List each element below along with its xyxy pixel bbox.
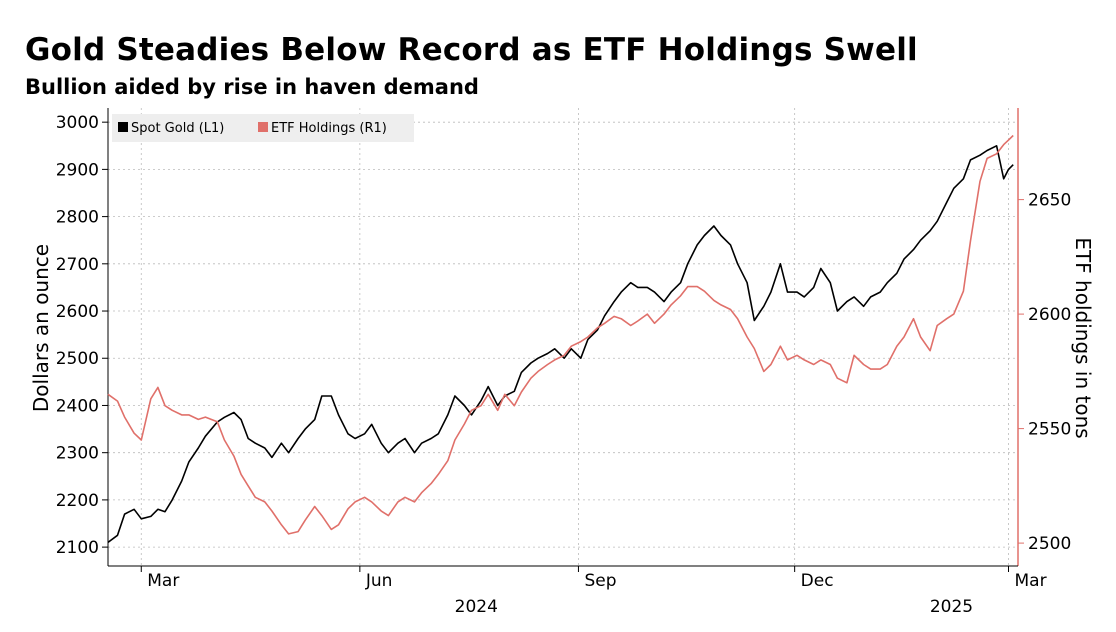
y-tick-label-left: 2300 bbox=[56, 444, 99, 464]
y-tick-label-right: 2500 bbox=[1028, 534, 1071, 554]
x-tick-label: Sep bbox=[584, 571, 616, 591]
legend-label-etf: ETF Holdings (R1) bbox=[271, 121, 387, 136]
grid-lines bbox=[108, 108, 1018, 566]
y-tick-label-right: 2550 bbox=[1028, 420, 1071, 440]
x-tick-label: Mar bbox=[147, 571, 179, 591]
axes: 2100 2200 2300 2400 2500 2600 2700 2800 2900 3000… bbox=[56, 108, 1071, 617]
y-tick-label-left: 2700 bbox=[56, 255, 99, 275]
y-tick-label-left: 3000 bbox=[56, 113, 99, 133]
y-tick-label-left: 2600 bbox=[56, 302, 99, 322]
y-tick-label-left: 2900 bbox=[56, 160, 99, 180]
series-line-spot-gold bbox=[107, 145, 1014, 544]
chart-subtitle: Bullion aided by rise in haven demand bbox=[25, 75, 479, 99]
y-tick-label-left: 2100 bbox=[56, 538, 99, 558]
x-tick-label: Mar bbox=[1014, 571, 1046, 591]
y-tick-label-left: 2200 bbox=[56, 491, 99, 511]
x-tick-label: Dec bbox=[801, 571, 834, 591]
y-tick-label-left: 2800 bbox=[56, 208, 99, 228]
x-tick-label: Jun bbox=[365, 571, 393, 591]
legend-swatch-etf bbox=[258, 122, 268, 132]
legend-swatch-gold bbox=[118, 122, 128, 132]
y-axis-label-right: ETF holdings in tons bbox=[1071, 237, 1095, 438]
legend: Spot Gold (L1) ETF Holdings (R1) bbox=[112, 114, 414, 142]
y-tick-label-right: 2650 bbox=[1028, 191, 1071, 211]
y-axis-label-left: Dollars an ounce bbox=[29, 244, 53, 412]
series-line-etf-holdings bbox=[107, 134, 1014, 535]
y-tick-label-right: 2600 bbox=[1028, 305, 1071, 325]
y-tick-label-left: 2500 bbox=[56, 349, 99, 369]
x-year-label: 2024 bbox=[455, 597, 498, 617]
x-year-label: 2025 bbox=[930, 597, 973, 617]
y-tick-label-left: 2400 bbox=[56, 396, 99, 416]
series-lines bbox=[107, 134, 1014, 544]
legend-label-gold: Spot Gold (L1) bbox=[131, 121, 224, 136]
chart-title: Gold Steadies Below Record as ETF Holdin… bbox=[25, 32, 918, 68]
